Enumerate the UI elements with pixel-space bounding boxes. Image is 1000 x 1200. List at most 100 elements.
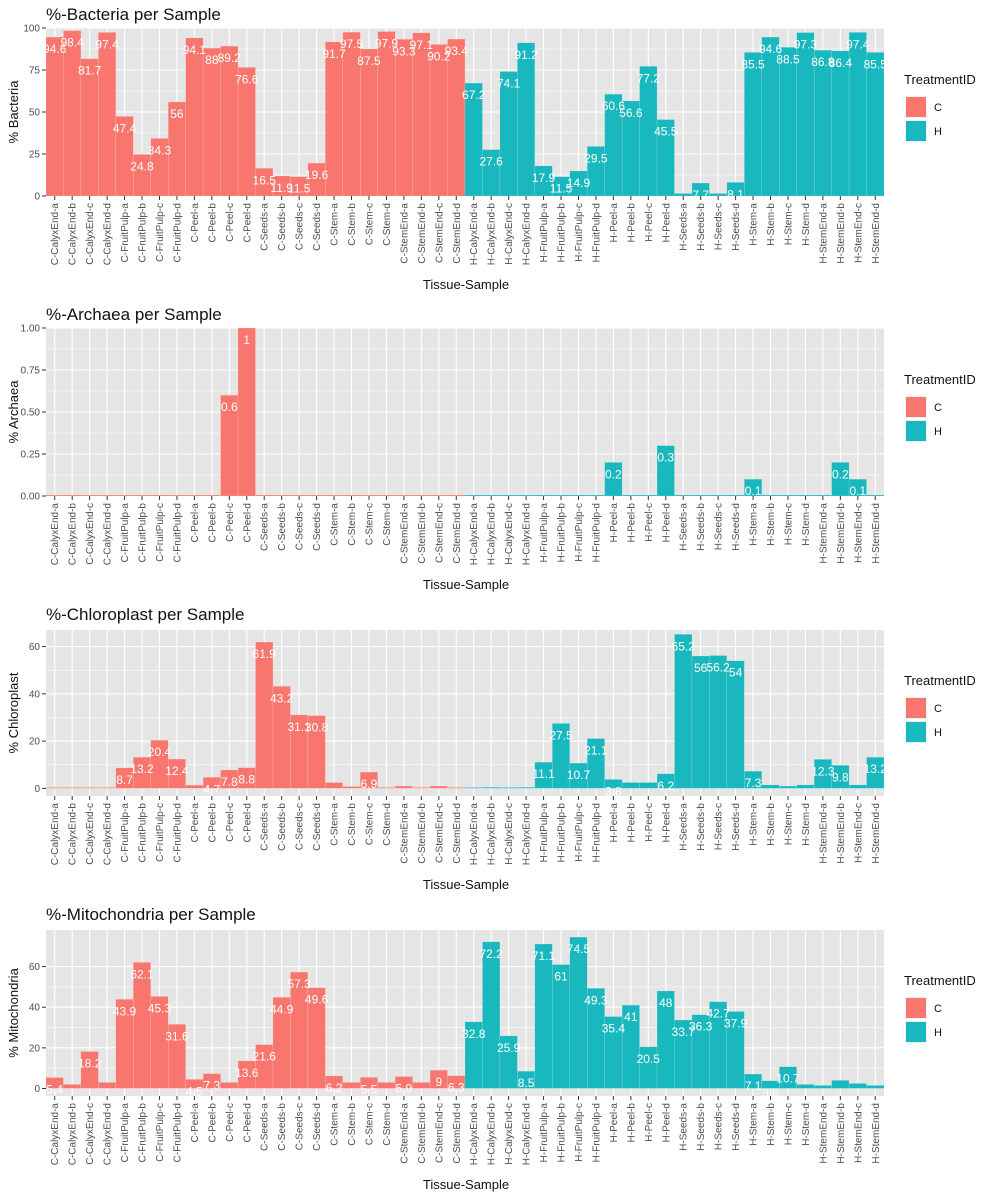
chart4-xtick-label: H-Seeds-a <box>679 1103 690 1151</box>
chart2-xtick-label: C-StemEnd-c <box>434 503 445 563</box>
chart2-xlabel: Tissue-Sample <box>423 577 509 592</box>
chart4-ytick-label: 20 <box>29 1043 41 1054</box>
chart1-data-label: 76.6 <box>235 72 259 86</box>
chart1-data-label: 98.4 <box>61 36 85 50</box>
chart3-bar <box>325 782 343 789</box>
chart3-bar <box>552 723 570 789</box>
chart4-xtick-label: H-CalyxEnd-c <box>504 1103 515 1165</box>
chart4-ytick-label: 0 <box>34 1084 40 1095</box>
chart3-xtick-label: C-Seeds-d <box>312 803 323 851</box>
chart4-data-label: 5.4 <box>46 1083 63 1097</box>
chart4-xtick-label: H-FruitPulp-b <box>557 1103 568 1163</box>
chart1-xtick-label: C-Stem-a <box>330 203 341 246</box>
chart1-data-label: 47.4 <box>113 121 137 135</box>
chart2-bar <box>377 494 396 497</box>
chart1-data-label: 94.1 <box>183 43 207 57</box>
chart2-xtick-label: H-StemEnd-a <box>818 503 829 564</box>
chart3-bar <box>848 784 867 789</box>
chart4-bar <box>45 1077 64 1089</box>
chart4-xtick-label: C-Seeds-d <box>312 1103 323 1151</box>
chart3-ytick-label: 40 <box>29 689 41 700</box>
chart2-legend-swatch-h <box>906 421 926 441</box>
chart4-xtick-label: H-Seeds-d <box>731 1103 742 1151</box>
chart3-ylabel: % Chloroplast <box>6 672 21 753</box>
chart1-xtick-label: C-Peel-c <box>225 203 236 242</box>
chart3-xtick-label: C-FruitPulp-c <box>155 803 166 862</box>
chart4-bar <box>639 1046 658 1089</box>
chart2-xtick-label: H-CalyxEnd-a <box>469 503 480 566</box>
chart4-xtick-label: C-CalyxEnd-d <box>103 1103 114 1165</box>
chart1-data-label: 94.6 <box>43 42 67 56</box>
chart2-xtick-label: C-Stem-b <box>347 503 358 546</box>
chart3-xtick-label: H-Seeds-d <box>731 803 742 851</box>
chart3-xlabel: Tissue-Sample <box>423 877 509 892</box>
chart4-xtick-label: C-Peel-b <box>207 1103 218 1143</box>
chart4-xtick-label: H-Stem-b <box>766 1103 777 1146</box>
chart2-bar <box>429 494 448 497</box>
chart1-bar <box>80 58 99 197</box>
chart3-data-label: 27.5 <box>549 728 573 742</box>
chart2-bar <box>779 494 797 497</box>
chart2-xtick-label: C-Seeds-c <box>295 503 306 550</box>
chart4-bar <box>796 1084 815 1089</box>
chart4-xtick-label: C-Stem-a <box>330 1103 341 1146</box>
chart4-bar <box>726 1011 745 1089</box>
chart3-data-label: 56 <box>694 661 708 675</box>
chart2-bar <box>709 494 728 497</box>
chart2-bar <box>534 494 553 497</box>
chart4-bar <box>587 988 605 1089</box>
chart4-legend-label-c: C <box>934 1003 942 1015</box>
chart2-xtick-label: H-Stem-d <box>801 503 812 546</box>
chart1-xtick-label: H-CalyxEnd-d <box>522 203 533 265</box>
chart2-bar <box>342 494 361 497</box>
chart4-ylabel: % Mitochondria <box>6 967 21 1057</box>
chart1-bar <box>744 52 762 197</box>
chart2-bar <box>674 494 693 497</box>
chart3-xtick-label: H-Peel-d <box>661 803 672 842</box>
chart3-bar <box>691 655 710 789</box>
chart1-ytick-label: 25 <box>29 150 41 161</box>
chart3-data-label: 10.7 <box>567 768 591 782</box>
chart3-data-label: 54 <box>729 666 743 680</box>
chart2-data-label: 1 <box>243 333 250 347</box>
chart3-bar <box>168 758 186 789</box>
chart1-data-label: 86.8 <box>811 55 835 69</box>
chart3-xtick-label: C-CalyxEnd-c <box>85 803 96 865</box>
chart2-bar <box>796 494 815 497</box>
chart3-xtick-label: H-StemEnd-c <box>853 803 864 863</box>
chart2-xtick-label: C-Peel-c <box>225 503 236 542</box>
chart3-legend-title: TreatmentID <box>904 673 976 688</box>
chart3-bar <box>447 787 466 789</box>
chart1-xtick-label: C-FruitPulp-a <box>120 203 131 263</box>
chart3-xtick-label: H-Stem-c <box>783 803 794 845</box>
chart3-bar <box>726 660 745 789</box>
chart2-bar <box>150 494 169 497</box>
chart2-xtick-label: C-CalyxEnd-b <box>68 503 79 566</box>
chart4-legend-title: TreatmentID <box>904 973 976 988</box>
chart3-xtick-label: H-Seeds-a <box>679 803 690 851</box>
chart1-data-label: 93.3 <box>392 44 416 58</box>
chart2-ylabel: % Archaea <box>6 380 21 444</box>
chart4-bar <box>202 1073 221 1089</box>
chart1-xtick-label: C-FruitPulp-c <box>155 203 166 262</box>
chart1-xtick-label: C-Seeds-d <box>312 203 323 251</box>
chart1-title: %-Bacteria per Sample <box>46 5 221 24</box>
chart3-data-label: 43.2 <box>270 691 294 705</box>
chart1-xtick-label: H-CalyxEnd-b <box>487 203 498 266</box>
chart4-xtick-label: H-CalyxEnd-a <box>469 1103 480 1166</box>
chart2-xtick-label: C-StemEnd-d <box>452 503 463 564</box>
chart1-ylabel: % Bacteria <box>6 80 21 144</box>
chart1-ytick-label: 50 <box>29 108 41 119</box>
chart4-bar <box>691 1014 710 1089</box>
chart4-xtick-label: H-Stem-d <box>801 1103 812 1146</box>
chart1-data-label: 88.5 <box>776 52 800 66</box>
chart1-xtick-label: C-CalyxEnd-b <box>68 203 79 266</box>
chart4-data-label: 44.9 <box>270 1002 294 1016</box>
chart4-xtick-label: H-Seeds-b <box>696 1103 707 1151</box>
chart3-xtick-label: H-CalyxEnd-d <box>522 803 533 865</box>
chart3-data-label: 65.2 <box>672 639 696 653</box>
chart1-xtick-label: H-StemEnd-b <box>836 203 847 264</box>
chart2-xtick-label: H-Seeds-d <box>731 503 742 551</box>
chart2-data-label: 0.3 <box>657 451 674 465</box>
chart2-bar <box>45 494 64 497</box>
